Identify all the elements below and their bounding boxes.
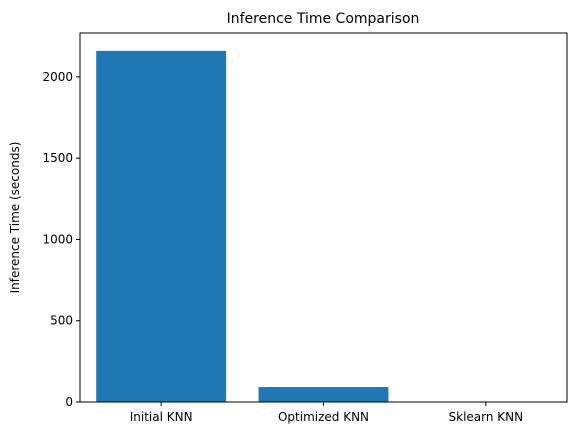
bars-group xyxy=(96,50,551,403)
plot-frame xyxy=(79,32,568,403)
y-axis: 0 500 1000 1500 2000 xyxy=(42,70,80,409)
y-tick-label: 2000 xyxy=(42,70,73,84)
y-tick-label: 500 xyxy=(50,314,73,328)
y-axis-label: Inference Time (seconds) xyxy=(8,142,22,294)
bar-1 xyxy=(258,387,389,402)
x-tick-label: Initial KNN xyxy=(130,410,193,424)
x-tick-label: Optimized KNN xyxy=(278,410,369,424)
y-tick-label: 1000 xyxy=(42,232,73,246)
y-tick-label: 0 xyxy=(65,395,73,409)
x-axis: Initial KNN Optimized KNN Sklearn KNN xyxy=(130,402,523,424)
y-tick-label: 1500 xyxy=(42,151,73,165)
chart-title: Inference Time Comparison xyxy=(227,11,420,27)
bar-0 xyxy=(96,50,227,403)
x-tick-label: Sklearn KNN xyxy=(449,410,524,424)
